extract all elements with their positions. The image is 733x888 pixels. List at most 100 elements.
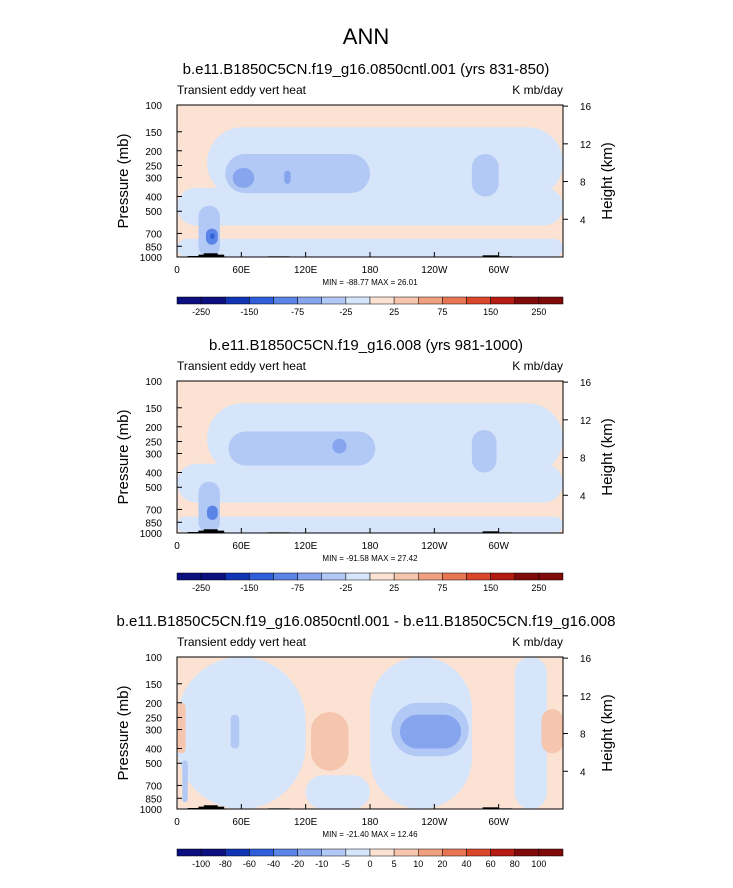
x-tick-label: 180	[362, 265, 379, 276]
y2-axis-label: Height (km)	[599, 694, 616, 772]
y-tick-label: 100	[145, 101, 162, 112]
x-tick-label: 180	[362, 541, 379, 552]
colorbar-label: 250	[531, 583, 546, 593]
contour-region	[177, 238, 563, 257]
contour-region	[471, 153, 499, 197]
colorbar-box	[369, 848, 395, 857]
colorbar-box	[393, 296, 419, 305]
y2-axis-label: Height (km)	[599, 142, 616, 220]
colorbar-box	[442, 296, 467, 305]
contour-field	[177, 105, 563, 257]
colorbar-box	[418, 296, 443, 305]
y-tick-label: 1000	[140, 253, 163, 264]
contour-region	[210, 233, 215, 239]
colorbar-box	[273, 848, 298, 857]
y-tick-label: 1000	[140, 805, 163, 816]
y-tick-label: 150	[145, 128, 162, 139]
colorbar-label: 75	[437, 583, 447, 593]
panel-title: b.e11.B1850C5CN.f19_g16.0850cntl.001 - b…	[117, 613, 616, 630]
y-tick-label: 400	[145, 193, 162, 204]
x-tick-label: 120W	[421, 817, 448, 828]
topography-mask	[482, 807, 499, 809]
right-label: K mb/day	[512, 83, 563, 97]
colorbar-label: -250	[192, 307, 210, 317]
colorbar-box	[225, 848, 250, 857]
y-tick-label: 250	[145, 713, 162, 724]
y-tick-label: 700	[145, 229, 162, 240]
colorbar-box	[369, 572, 395, 581]
y-tick-label: 300	[145, 174, 162, 185]
colorbar-box	[466, 296, 491, 305]
colorbar-box	[176, 848, 202, 857]
colorbar-label: -75	[291, 307, 304, 317]
contour-region	[514, 657, 547, 809]
topography-mask	[203, 805, 218, 809]
y-tick-label: 200	[145, 699, 162, 710]
colorbar-box	[490, 572, 515, 581]
y-tick-label: 400	[145, 469, 162, 480]
x-tick-label: 120W	[421, 541, 448, 552]
colorbar-box	[393, 848, 419, 857]
y-tick-label: 700	[145, 781, 162, 792]
colorbar-label: -20	[291, 859, 304, 869]
y2-tick-label: 12	[580, 692, 592, 703]
x-tick-label: 60W	[488, 265, 509, 276]
colorbar-box	[490, 296, 515, 305]
contour-region	[182, 760, 188, 803]
x-tick-label: 60E	[232, 265, 250, 276]
colorbar-box	[225, 296, 250, 305]
right-label: K mb/day	[512, 635, 563, 649]
colorbar-box	[297, 572, 322, 581]
colorbar-box	[514, 296, 540, 305]
colorbar-label: 25	[389, 583, 399, 593]
colorbar-box	[442, 848, 467, 857]
colorbar-label: 40	[461, 859, 471, 869]
colorbar-box	[225, 572, 250, 581]
colorbar-box	[538, 572, 564, 581]
y-tick-label: 100	[145, 377, 162, 388]
contour-region	[177, 657, 306, 809]
panel-2: b.e11.B1850C5CN.f19_g16.008 (yrs 981-100…	[115, 337, 616, 593]
y-tick-label: 250	[145, 161, 162, 172]
panel-title: b.e11.B1850C5CN.f19_g16.008 (yrs 981-100…	[209, 337, 523, 354]
y-tick-label: 250	[145, 437, 162, 448]
colorbar-label: 60	[486, 859, 496, 869]
contour-region	[232, 168, 255, 188]
contour-region	[541, 709, 563, 754]
colorbar-label: -150	[240, 307, 258, 317]
x-tick-label: 120E	[294, 817, 318, 828]
y2-tick-label: 8	[580, 454, 586, 465]
colorbar-box	[200, 572, 226, 581]
colorbar-label: -75	[291, 583, 304, 593]
colorbar-label: 10	[413, 859, 423, 869]
topography-mask	[203, 253, 218, 257]
left-label: Transient eddy vert heat	[177, 359, 307, 373]
contour-region	[400, 714, 462, 749]
colorbar-box	[442, 572, 467, 581]
min-max-stats: MIN = -21.40 MAX = 12.46	[322, 830, 418, 839]
colorbar-box	[369, 296, 395, 305]
y-tick-label: 150	[145, 404, 162, 415]
x-tick-label: 0	[174, 265, 180, 276]
left-label: Transient eddy vert heat	[177, 83, 307, 97]
x-tick-label: 180	[362, 817, 379, 828]
topography-mask	[203, 529, 218, 533]
x-tick-label: 120E	[294, 265, 318, 276]
x-tick-label: 0	[174, 817, 180, 828]
y2-tick-label: 16	[580, 378, 592, 389]
y2-tick-label: 8	[580, 730, 586, 741]
y2-tick-label: 4	[580, 767, 586, 778]
contour-region	[230, 714, 240, 749]
x-tick-label: 0	[174, 541, 180, 552]
contour-region	[305, 775, 370, 809]
colorbar-label: -80	[219, 859, 232, 869]
colorbar-label: -25	[339, 583, 352, 593]
y2-tick-label: 16	[580, 654, 592, 665]
y-tick-label: 850	[145, 518, 162, 529]
colorbar-box	[466, 572, 491, 581]
colorbar-label: -40	[267, 859, 280, 869]
colorbar-box	[273, 572, 298, 581]
colorbar-label: 5	[392, 859, 397, 869]
y-tick-label: 300	[145, 450, 162, 461]
